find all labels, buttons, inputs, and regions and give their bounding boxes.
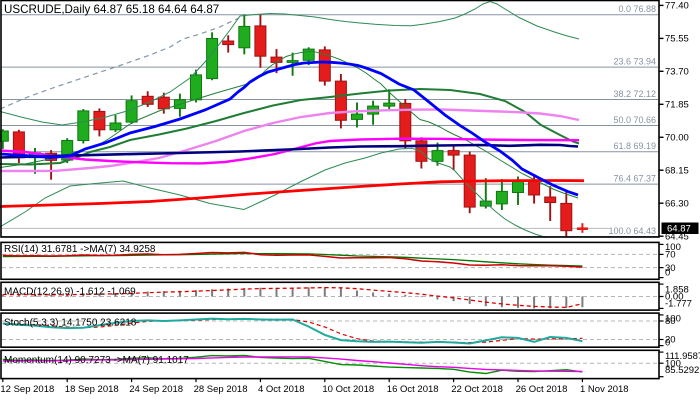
svg-text:73.70: 73.70 xyxy=(665,67,689,78)
svg-text:100: 100 xyxy=(665,313,681,324)
svg-text:38.2 72.12: 38.2 72.12 xyxy=(613,89,656,99)
svg-text:61.8 69.19: 61.8 69.19 xyxy=(613,141,656,151)
svg-text:1.858: 1.858 xyxy=(665,285,689,296)
svg-text:50.0 70.66: 50.0 70.66 xyxy=(613,115,656,125)
svg-text:71.85: 71.85 xyxy=(665,100,689,111)
svg-text:0: 0 xyxy=(665,267,670,278)
svg-text:80: 80 xyxy=(665,316,676,327)
svg-text:70.00: 70.00 xyxy=(665,133,689,144)
svg-text:22 Oct 2018: 22 Oct 2018 xyxy=(451,384,503,395)
svg-text:0.0 76.88: 0.0 76.88 xyxy=(618,4,656,14)
svg-text:75.55: 75.55 xyxy=(665,34,689,45)
svg-text:23.6 73.94: 23.6 73.94 xyxy=(613,57,656,67)
svg-text:24 Sep 2018: 24 Sep 2018 xyxy=(129,384,183,395)
svg-text:RSI(14) 31.6781 ->MA(7) 34.92: RSI(14) 31.6781 ->MA(7) 34.9258 xyxy=(4,244,156,255)
svg-text:18 Sep 2018: 18 Sep 2018 xyxy=(65,384,119,395)
svg-text:Stoch(5,3,3) 14.1750 23.6218: Stoch(5,3,3) 14.1750 23.6218 xyxy=(4,318,137,329)
svg-text:16 Oct 2018: 16 Oct 2018 xyxy=(387,384,439,395)
svg-text:111.9587: 111.9587 xyxy=(665,351,700,362)
svg-text:-1.777: -1.777 xyxy=(665,298,692,309)
svg-text:30: 30 xyxy=(665,263,676,274)
svg-text:64.45: 64.45 xyxy=(665,231,689,242)
svg-text:70: 70 xyxy=(665,250,676,261)
svg-text:64.87: 64.87 xyxy=(667,224,691,235)
svg-text:100: 100 xyxy=(665,242,681,253)
svg-text:68.15: 68.15 xyxy=(665,165,689,176)
svg-text:0: 0 xyxy=(665,338,670,349)
svg-text:76.4 67.37: 76.4 67.37 xyxy=(613,174,656,184)
svg-text:26 Oct 2018: 26 Oct 2018 xyxy=(516,384,568,395)
svg-text:4 Oct 2018: 4 Oct 2018 xyxy=(258,384,304,395)
svg-text:77.40: 77.40 xyxy=(665,1,689,12)
svg-text:MACD(12,26,9) -1.612 -1.069: MACD(12,26,9) -1.612 -1.069 xyxy=(4,286,136,297)
svg-text:85.5292: 85.5292 xyxy=(665,365,699,376)
svg-text:0.00: 0.00 xyxy=(665,292,684,303)
svg-text:10 Oct 2018: 10 Oct 2018 xyxy=(322,384,374,395)
svg-text:100: 100 xyxy=(665,358,681,369)
svg-text:28 Sep 2018: 28 Sep 2018 xyxy=(194,384,248,395)
svg-text:Momentum(14) 90.7273 ->MA(7): Momentum(14) 90.7273 ->MA(7) 91.1017 xyxy=(4,355,189,366)
svg-text:12 Sep 2018: 12 Sep 2018 xyxy=(0,384,54,395)
svg-text:1 Nov 2018: 1 Nov 2018 xyxy=(580,384,629,395)
svg-text:20: 20 xyxy=(665,335,676,346)
svg-text:USCRUDE,Daily 64.87 65.18 64.: USCRUDE,Daily 64.87 65.18 64.64 64.87 xyxy=(4,3,219,16)
svg-text:66.30: 66.30 xyxy=(665,198,689,209)
svg-text:100.0 64.43: 100.0 64.43 xyxy=(608,226,656,236)
